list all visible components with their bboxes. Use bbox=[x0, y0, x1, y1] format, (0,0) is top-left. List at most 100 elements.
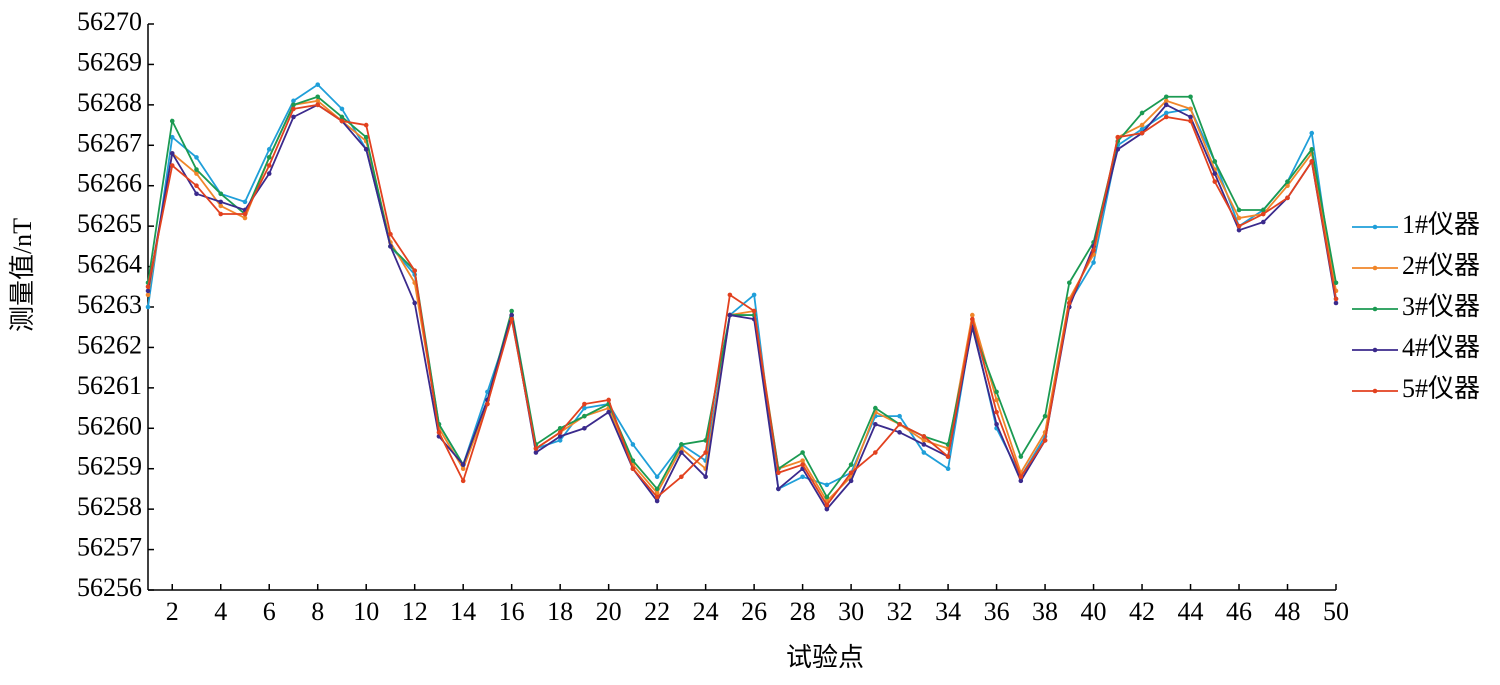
data-point bbox=[654, 490, 660, 496]
data-point bbox=[1042, 438, 1048, 443]
data-point bbox=[848, 462, 854, 467]
data-point bbox=[557, 430, 563, 435]
series-line bbox=[147, 103, 1337, 511]
y-tick-label: 56259 bbox=[77, 452, 142, 481]
data-point bbox=[194, 171, 199, 176]
data-point bbox=[266, 147, 272, 152]
data-point bbox=[582, 425, 587, 431]
data-point bbox=[509, 308, 514, 314]
data-point bbox=[460, 466, 466, 472]
y-tick-label: 56263 bbox=[77, 290, 142, 319]
data-point bbox=[315, 98, 321, 104]
data-point bbox=[751, 308, 757, 314]
x-tick-label: 34 bbox=[935, 597, 961, 626]
data-point bbox=[266, 171, 272, 176]
data-point bbox=[1333, 300, 1339, 306]
data-point bbox=[1188, 106, 1193, 112]
data-point bbox=[1236, 227, 1242, 233]
y-tick-label: 56267 bbox=[77, 128, 142, 157]
data-point bbox=[1188, 94, 1193, 100]
data-point bbox=[1139, 130, 1145, 136]
data-point bbox=[436, 430, 442, 435]
data-point bbox=[824, 506, 830, 512]
data-point bbox=[921, 434, 927, 439]
data-point bbox=[727, 292, 733, 298]
x-axis-label: 试验点 bbox=[786, 643, 864, 672]
x-tick-label: 32 bbox=[887, 597, 913, 626]
x-tick-label: 24 bbox=[693, 597, 719, 626]
y-tick-label: 56260 bbox=[77, 411, 142, 440]
data-point bbox=[654, 474, 660, 480]
data-point bbox=[703, 474, 708, 480]
x-tick-label: 44 bbox=[1178, 597, 1204, 626]
data-point bbox=[1163, 98, 1169, 104]
data-point bbox=[1309, 159, 1315, 164]
data-point bbox=[1163, 114, 1169, 120]
y-tick-label: 56268 bbox=[77, 88, 142, 117]
data-point bbox=[897, 413, 902, 419]
data-point bbox=[1260, 207, 1266, 213]
data-point bbox=[388, 244, 393, 249]
y-tick-label: 56265 bbox=[77, 209, 142, 238]
data-point bbox=[1115, 134, 1121, 140]
data-point bbox=[800, 450, 805, 455]
data-point bbox=[460, 478, 466, 484]
data-point bbox=[630, 458, 636, 463]
y-tick-label: 56256 bbox=[77, 573, 142, 602]
data-point bbox=[1139, 122, 1145, 128]
data-point bbox=[848, 478, 854, 484]
data-point bbox=[194, 155, 199, 160]
data-point bbox=[291, 106, 296, 112]
x-tick-label: 6 bbox=[263, 597, 276, 626]
x-tick-label: 16 bbox=[499, 597, 525, 626]
data-point bbox=[169, 118, 175, 124]
data-point bbox=[1067, 300, 1072, 306]
data-point bbox=[194, 191, 199, 197]
data-point bbox=[557, 438, 563, 443]
data-point bbox=[339, 106, 345, 112]
data-point bbox=[1018, 474, 1024, 480]
series-line bbox=[147, 83, 1337, 491]
x-tick-label: 28 bbox=[790, 597, 816, 626]
data-point bbox=[533, 446, 539, 451]
y-tick-label: 56257 bbox=[77, 533, 142, 562]
data-point bbox=[776, 470, 781, 476]
data-point bbox=[194, 183, 199, 189]
data-point bbox=[945, 466, 951, 472]
data-point bbox=[994, 389, 999, 395]
legend-marker bbox=[1372, 347, 1378, 353]
data-point bbox=[1285, 183, 1290, 189]
data-point bbox=[994, 421, 999, 427]
data-point bbox=[363, 134, 369, 140]
data-point bbox=[1067, 280, 1072, 286]
data-point bbox=[557, 425, 563, 431]
data-point bbox=[1091, 260, 1096, 265]
data-point bbox=[412, 300, 417, 306]
legend-label: 2#仪器 bbox=[1402, 251, 1480, 280]
x-tick-label: 30 bbox=[838, 597, 864, 626]
data-point bbox=[1285, 179, 1290, 184]
x-tick-label: 36 bbox=[984, 597, 1010, 626]
data-point bbox=[145, 284, 151, 290]
data-point bbox=[800, 458, 805, 463]
y-tick-label: 56258 bbox=[77, 492, 142, 521]
data-point bbox=[873, 405, 878, 411]
data-point bbox=[218, 203, 224, 209]
data-point bbox=[1188, 114, 1193, 120]
x-tick-label: 46 bbox=[1226, 597, 1252, 626]
data-point bbox=[145, 292, 151, 298]
data-point bbox=[897, 430, 902, 435]
data-point bbox=[363, 122, 369, 128]
data-point bbox=[1018, 478, 1024, 484]
series-line bbox=[147, 103, 1337, 507]
data-point bbox=[291, 98, 296, 104]
data-point bbox=[1212, 159, 1218, 164]
data-point bbox=[266, 163, 272, 168]
data-point bbox=[582, 413, 587, 419]
legend-marker bbox=[1372, 306, 1378, 312]
y-tick-label: 56269 bbox=[77, 47, 142, 76]
data-point bbox=[945, 454, 951, 459]
data-point bbox=[242, 199, 248, 205]
data-point bbox=[339, 118, 345, 124]
